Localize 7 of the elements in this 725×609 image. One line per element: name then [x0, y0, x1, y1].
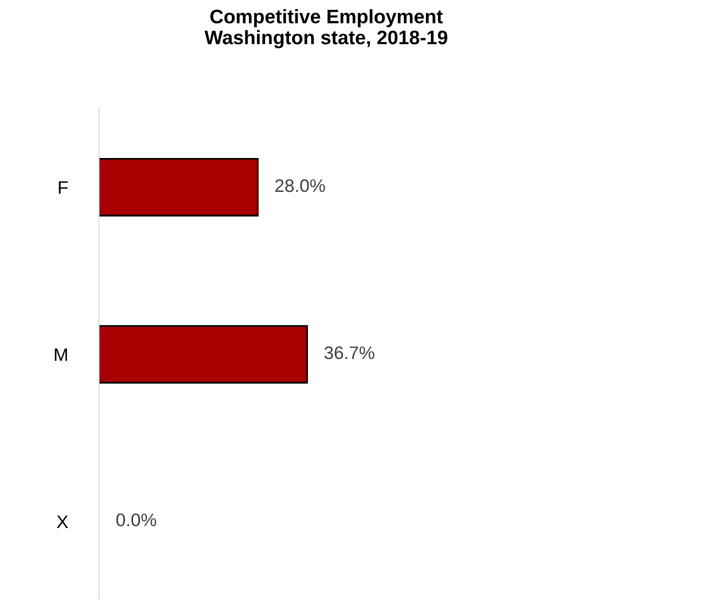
data-label: 28.0%	[275, 179, 325, 192]
data-label: 36.7%	[324, 346, 374, 360]
y-tick-label: M	[54, 348, 67, 361]
chart-title: Competitive Employment Washington state, 2018-19	[204, 9, 448, 48]
y-tick-label: F	[58, 181, 68, 194]
data-label: 0.0%	[116, 514, 156, 526]
y-tick-label: X	[56, 516, 68, 528]
